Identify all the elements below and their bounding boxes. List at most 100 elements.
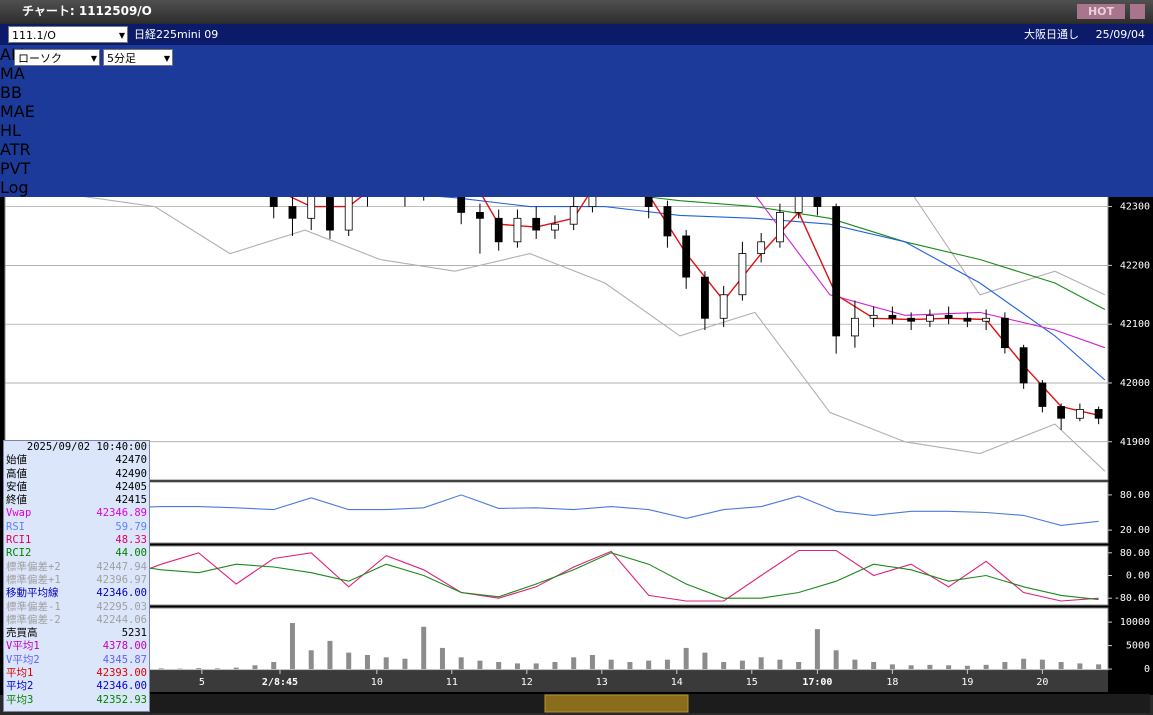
info-row: 標準偏差-1 42295.03 (4, 601, 149, 614)
volume-bar (439, 647, 445, 670)
y-tick-label: 41900 (1120, 437, 1150, 448)
volume-bar (833, 650, 839, 670)
candle-body (682, 235, 691, 278)
x-tick-label: 13 (596, 677, 608, 688)
toolbar-button[interactable]: HL (0, 121, 1153, 140)
volume-bar (233, 667, 239, 670)
toolbar-button[interactable]: BB (0, 83, 1153, 102)
info-row: RCI2 44.00 (4, 547, 149, 560)
x-tick-label: 5 (199, 677, 205, 688)
candle-body (982, 317, 991, 322)
candle-body (532, 217, 541, 231)
x-tick-label: 12 (521, 677, 533, 688)
hot-button[interactable]: HOT (1077, 4, 1125, 19)
candle-body (344, 194, 353, 231)
info-row: 平均1 42393.00 (4, 667, 149, 680)
volume-bar (496, 662, 502, 670)
panel (4, 607, 1109, 671)
symbol-input[interactable]: 111.1/O ▼ (8, 26, 128, 43)
info-value: 42346.00 (96, 680, 147, 693)
chart-style: ローソク (18, 52, 62, 65)
info-label: 標準偏差+2 (6, 560, 61, 573)
info-label: 終値 (6, 494, 27, 507)
info-value: 48.33 (115, 534, 147, 547)
info-label: RSI (6, 520, 25, 533)
volume-bar (1002, 662, 1008, 670)
x-tick-label: 2/8:45 (262, 677, 298, 688)
panel (4, 481, 1109, 544)
info-row: 平均3 42352.93 (4, 694, 149, 707)
symbol-bar: 111.1/O ▼ 日経225mini 09 大阪日通し 25/09/04 (0, 24, 1153, 45)
info-row: 移動平均線 42346.00 (4, 587, 149, 600)
toolbar-button[interactable]: MAE (0, 102, 1153, 121)
info-row: V平均2 4345.87 (4, 654, 149, 667)
info-value: 42415 (115, 494, 147, 507)
y-tick-label: 42300 (1120, 202, 1150, 213)
y-tick-label: 42100 (1120, 319, 1150, 330)
y-tick-label: 5000 (1126, 641, 1150, 652)
volume-bar (214, 668, 220, 670)
info-value: 42346.00 (96, 587, 147, 600)
info-value: 42295.03 (96, 600, 147, 613)
volume-bar (308, 650, 314, 670)
info-header: 2025/09/02 10:40:00 (4, 441, 149, 454)
volume-bar (327, 640, 333, 670)
volume-bar (664, 659, 670, 670)
volume-bar (796, 662, 802, 670)
volume-bar (627, 662, 633, 670)
chart-style-select[interactable]: ローソク ▼ (14, 49, 100, 66)
info-row: 標準偏差+2 42447.94 (4, 561, 149, 574)
window-title: チャート: 1112509/O (22, 4, 152, 18)
volume-bar (533, 663, 539, 670)
volume-bar (683, 647, 689, 670)
info-row: 標準偏差-2 42244.06 (4, 614, 149, 627)
toolbar-button[interactable]: PVT (0, 159, 1153, 178)
x-tick-label: 19 (961, 677, 973, 688)
info-row: RSI 59.79 (4, 521, 149, 534)
candle-body (1019, 347, 1028, 384)
volume-bar (346, 652, 352, 670)
volume-bar (721, 662, 727, 670)
candle-body (1057, 406, 1066, 419)
candle-body (476, 212, 484, 219)
toolbar-button[interactable]: Log (0, 178, 1153, 197)
volume-bar (758, 657, 764, 670)
interval-select[interactable]: 5分足 ▼ (103, 49, 173, 66)
y-tick-label: 0.00 (1126, 571, 1150, 582)
volume-bar (1039, 659, 1045, 670)
info-box: 2025/09/02 10:40:00 始値 42470 高値 42490 安値 4240… (3, 440, 150, 712)
scroll-thumb[interactable] (544, 694, 689, 713)
info-label: Vwap (6, 507, 32, 520)
volume-bar (252, 665, 258, 670)
info-value: 42244.06 (96, 613, 147, 626)
candle-body (738, 253, 747, 296)
volume-bar (702, 652, 708, 670)
toolbar: ローソク▼ 5分足▼ ALLMABBMAEHLATRPVTLog (0, 45, 1153, 197)
volume-bar (589, 654, 595, 670)
candle-body (1094, 409, 1103, 419)
info-label: 平均1 (6, 667, 34, 680)
date: 25/09/04 (1095, 28, 1145, 41)
toolbar-button[interactable]: MA (0, 64, 1153, 83)
info-value: 5231 (121, 627, 147, 640)
title-bar: チャート: 1112509/O HOT (0, 0, 1153, 23)
volume-bar (477, 660, 483, 670)
volume-bar (927, 664, 933, 670)
info-value: 42393.00 (96, 667, 147, 680)
info-label: V平均1 (6, 640, 40, 653)
info-value: 4378.00 (102, 640, 147, 653)
instrument-name: 日経225mini 09 (134, 28, 219, 41)
toolbar-button[interactable]: ATR (0, 140, 1153, 159)
close-button[interactable] (1130, 4, 1145, 19)
volume-bar (777, 659, 783, 670)
info-value: 59.79 (115, 520, 147, 533)
candle-body (907, 317, 916, 322)
y-tick-label: -80.00 (1114, 593, 1150, 604)
info-value: 42447.94 (96, 560, 147, 573)
info-label: 平均2 (6, 680, 34, 693)
volume-bar (383, 657, 389, 670)
candle-body (701, 276, 709, 319)
info-label: 標準偏差-2 (6, 613, 61, 626)
info-value: 42346.89 (96, 507, 147, 520)
